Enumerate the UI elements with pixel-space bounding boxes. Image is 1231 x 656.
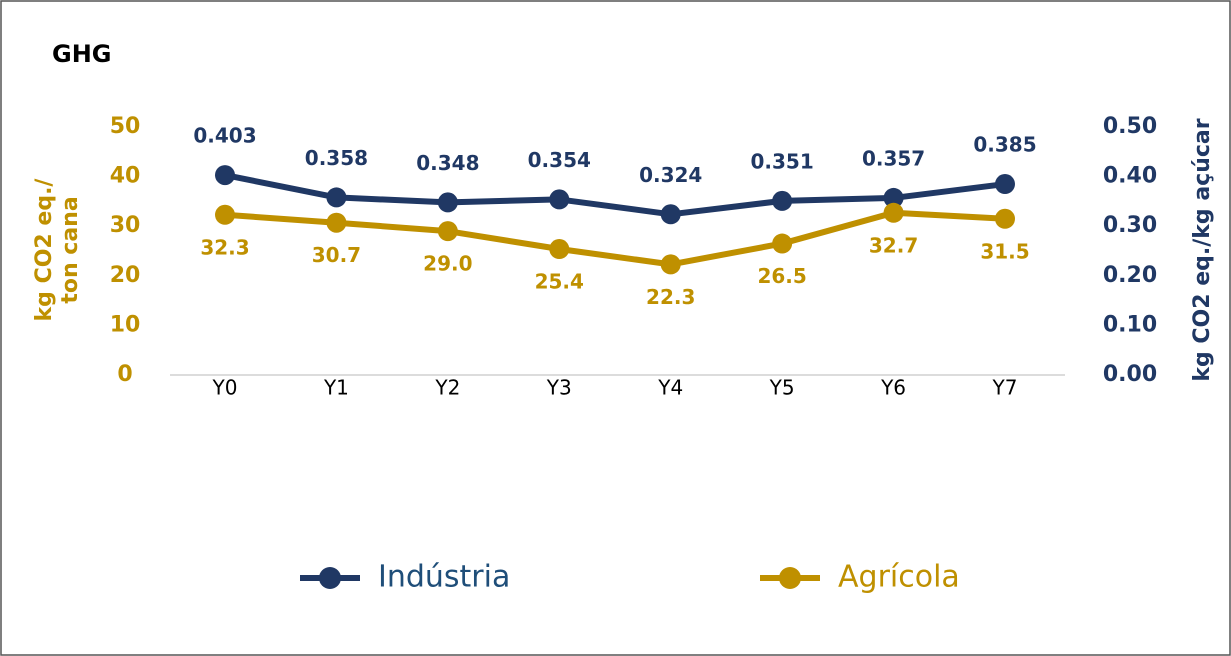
y-tick-label: 0 bbox=[117, 362, 132, 387]
legend-marker bbox=[319, 567, 341, 589]
point-marker bbox=[549, 239, 570, 260]
data-label: 0.324 bbox=[639, 163, 702, 187]
data-label: 0.348 bbox=[416, 151, 479, 175]
y-axis-title: kg CO2 eq./ton cana bbox=[32, 178, 83, 322]
y2-tick-label: 0.10 bbox=[1103, 312, 1157, 337]
point-marker bbox=[883, 187, 904, 208]
data-label: 25.4 bbox=[535, 270, 584, 294]
data-label: 0.357 bbox=[862, 146, 925, 170]
y-tick-label: 20 bbox=[110, 263, 141, 288]
point-marker bbox=[549, 189, 570, 210]
data-label: 26.5 bbox=[757, 264, 806, 288]
data-label: 32.3 bbox=[200, 235, 249, 259]
y2-axis-title: kg CO2 eq./kg açúcar bbox=[1190, 118, 1215, 381]
point-marker bbox=[215, 204, 235, 225]
x-tick-label: Y4 bbox=[657, 376, 683, 400]
point-marker bbox=[326, 187, 347, 208]
point-marker bbox=[437, 192, 458, 213]
y-tick-label: 30 bbox=[110, 213, 141, 238]
point-marker bbox=[437, 221, 458, 242]
x-tick-label: Y7 bbox=[992, 376, 1018, 400]
data-label: 30.7 bbox=[312, 243, 361, 267]
chart-title: GHG bbox=[52, 40, 111, 68]
y-tick-label: 10 bbox=[110, 312, 141, 337]
y-tick-label: 40 bbox=[110, 164, 141, 189]
y2-tick-label: 0.00 bbox=[1103, 362, 1157, 387]
data-label: 22.3 bbox=[646, 285, 695, 309]
y-tick-label: 50 bbox=[110, 114, 141, 139]
point-marker bbox=[772, 190, 793, 211]
point-marker bbox=[772, 233, 793, 254]
point-marker bbox=[995, 208, 1015, 229]
x-tick-label: Y0 bbox=[212, 376, 238, 400]
y2-tick-label: 0.30 bbox=[1103, 213, 1157, 238]
data-label: 0.358 bbox=[305, 146, 368, 170]
point-marker bbox=[883, 202, 904, 223]
point-marker bbox=[215, 165, 235, 186]
legend-marker bbox=[779, 567, 801, 589]
point-marker bbox=[660, 254, 681, 275]
point-marker bbox=[326, 212, 347, 233]
point-marker bbox=[660, 204, 681, 225]
series-line bbox=[224, 172, 1006, 218]
data-label: 31.5 bbox=[980, 239, 1029, 263]
legend-label: Agrícola bbox=[838, 560, 960, 595]
x-tick-label: Y3 bbox=[546, 376, 572, 400]
x-tick-label: Y5 bbox=[769, 376, 795, 400]
data-label: 0.385 bbox=[973, 133, 1036, 157]
data-label: 0.403 bbox=[193, 124, 256, 148]
x-tick-label: Y1 bbox=[323, 376, 349, 400]
point-marker bbox=[995, 174, 1015, 195]
data-label: 32.7 bbox=[869, 233, 918, 257]
y2-tick-label: 0.40 bbox=[1103, 164, 1157, 189]
data-label: 0.351 bbox=[751, 149, 814, 173]
data-label: 0.354 bbox=[528, 148, 591, 172]
x-tick-label: Y2 bbox=[434, 376, 460, 400]
legend-label: Indústria bbox=[378, 560, 510, 595]
series-line bbox=[224, 209, 1006, 268]
data-label: 29.0 bbox=[423, 252, 472, 276]
y2-tick-label: 0.50 bbox=[1103, 114, 1157, 139]
y2-tick-label: 0.20 bbox=[1103, 263, 1157, 288]
x-tick-label: Y6 bbox=[880, 376, 906, 400]
